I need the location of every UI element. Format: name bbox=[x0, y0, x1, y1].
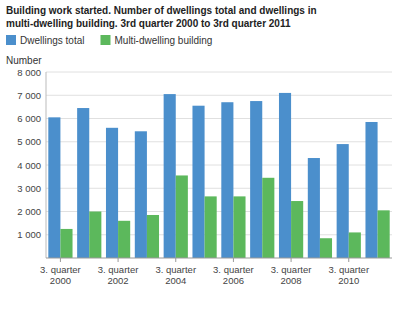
bar bbox=[378, 210, 390, 258]
chart: Building work started. Number of dwellin… bbox=[0, 0, 400, 320]
x-tick-label-line: 2004 bbox=[165, 275, 186, 286]
bar bbox=[164, 94, 176, 258]
x-tick-label-line: 2006 bbox=[223, 275, 244, 286]
y-tick-label: 1 000 bbox=[17, 229, 41, 240]
bar bbox=[349, 232, 361, 258]
x-tick-label: 3. quarter2006 bbox=[213, 264, 254, 286]
grid-line bbox=[46, 95, 392, 96]
x-tick-label-line: 2002 bbox=[108, 275, 129, 286]
grid-line bbox=[46, 141, 392, 142]
x-tick-label-line: 3. quarter bbox=[40, 264, 81, 275]
y-tick-label: 4 000 bbox=[17, 160, 41, 171]
x-tick-label: 3. quarter2004 bbox=[155, 264, 196, 286]
x-tick bbox=[118, 258, 119, 262]
bar bbox=[106, 128, 118, 258]
y-tick-label: 5 000 bbox=[17, 136, 41, 147]
y-tick-label: 3 000 bbox=[17, 183, 41, 194]
y-tick-label: 6 000 bbox=[17, 113, 41, 124]
y-tick-label: 8 000 bbox=[17, 67, 41, 78]
y-tick-label: 2 000 bbox=[17, 206, 41, 217]
title: Building work started. Number of dwellin… bbox=[6, 5, 317, 16]
x-tick-label: 3. quarter2000 bbox=[40, 264, 81, 286]
x-tick-label: 3. quarter2002 bbox=[98, 264, 139, 286]
x-tick-label-line: 3. quarter bbox=[328, 264, 369, 275]
bar bbox=[48, 117, 60, 258]
x-tick-label: 3. quarter2008 bbox=[271, 264, 312, 286]
bar bbox=[77, 108, 89, 258]
bar bbox=[291, 201, 303, 258]
x-tick bbox=[175, 258, 176, 262]
bar bbox=[250, 101, 262, 258]
bar bbox=[279, 93, 291, 258]
legend: Dwellings total Multi-dwelling building bbox=[6, 35, 212, 46]
bar bbox=[89, 212, 101, 259]
bar bbox=[262, 178, 274, 258]
bar bbox=[192, 106, 204, 258]
bar bbox=[118, 221, 130, 258]
bar bbox=[205, 196, 217, 258]
bars bbox=[48, 93, 389, 258]
x-tick bbox=[60, 258, 61, 262]
x-tick-label-line: 2000 bbox=[50, 275, 71, 286]
legend-label: Dwellings total bbox=[20, 35, 84, 46]
x-axis-line bbox=[46, 258, 392, 259]
bar bbox=[176, 175, 188, 258]
bar bbox=[308, 158, 320, 258]
grid-line bbox=[46, 118, 392, 119]
bar bbox=[320, 238, 332, 258]
x-tick bbox=[291, 258, 292, 262]
x-tick-label-line: 3. quarter bbox=[98, 264, 139, 275]
bar bbox=[135, 131, 147, 258]
bar bbox=[233, 196, 245, 258]
bar bbox=[60, 229, 72, 258]
bar bbox=[221, 102, 233, 258]
legend-swatch bbox=[100, 35, 110, 45]
x-tick-label-line: 3. quarter bbox=[213, 264, 254, 275]
x-tick-label-line: 3. quarter bbox=[271, 264, 312, 275]
legend-swatch bbox=[6, 35, 16, 45]
y-axis-label: Number bbox=[6, 55, 42, 66]
x-tick-label-line: 2008 bbox=[281, 275, 302, 286]
bar bbox=[147, 215, 159, 258]
x-tick-label-line: 2010 bbox=[338, 275, 359, 286]
bar bbox=[365, 122, 377, 258]
legend-label: Multi-dwelling building bbox=[114, 35, 212, 46]
x-tick-label: 3. quarter2010 bbox=[328, 264, 369, 286]
x-tick-label-line: 3. quarter bbox=[155, 264, 196, 275]
x-tick bbox=[233, 258, 234, 262]
x-tick bbox=[348, 258, 349, 262]
y-tick-label: 7 000 bbox=[17, 90, 41, 101]
bar bbox=[337, 144, 349, 258]
y-axis-line bbox=[46, 72, 47, 258]
subtitle: multi-dwelling building. 3rd quarter 200… bbox=[6, 18, 291, 29]
grid-line bbox=[46, 72, 392, 73]
